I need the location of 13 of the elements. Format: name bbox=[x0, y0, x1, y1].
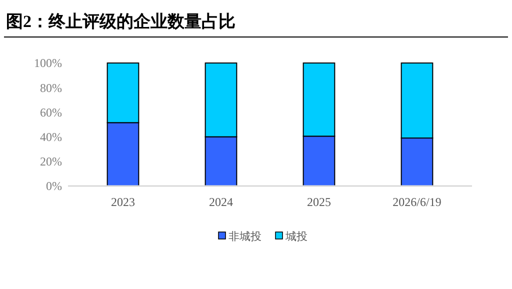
y-tick-label: 60% bbox=[40, 105, 62, 120]
x-tick-label: 2026/6/19 bbox=[392, 195, 442, 209]
y-tick-label: 80% bbox=[40, 80, 62, 95]
y-tick-label: 100% bbox=[34, 56, 62, 70]
y-tick-label: 0% bbox=[46, 179, 62, 194]
legend-label: 非城投 bbox=[228, 230, 262, 243]
y-tick-label: 40% bbox=[40, 130, 62, 144]
x-tick-label: 2025 bbox=[307, 195, 331, 209]
x-tick-label: 2023 bbox=[111, 195, 135, 209]
legend-label: 城投 bbox=[284, 230, 308, 243]
chart-title: 图2：终止评级的企业数量占比 bbox=[6, 12, 236, 31]
y-tick-label: 20% bbox=[40, 154, 62, 169]
x-tick-label: 2024 bbox=[209, 195, 233, 209]
